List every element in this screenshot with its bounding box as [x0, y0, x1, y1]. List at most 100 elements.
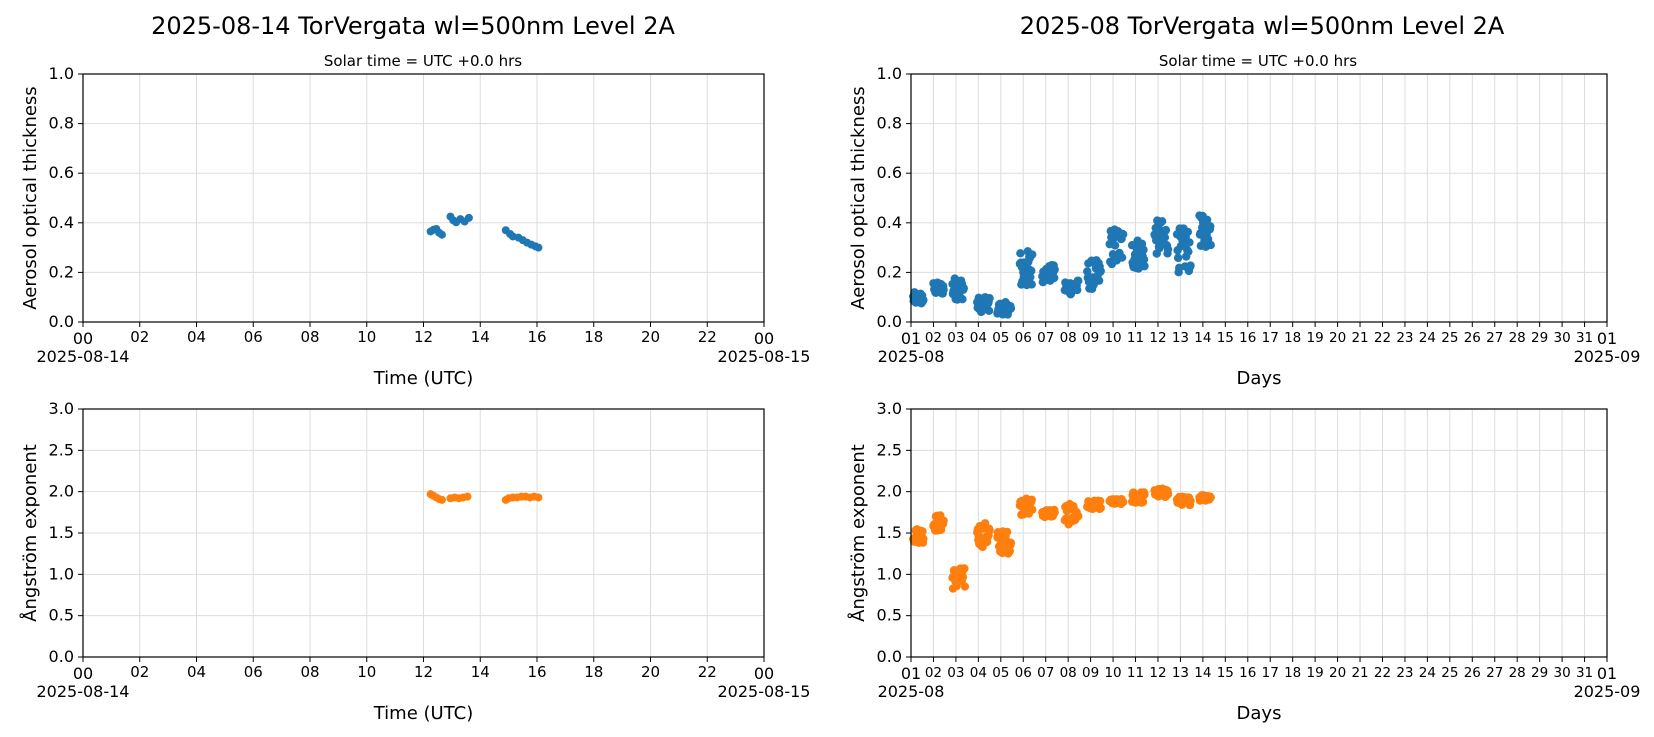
x-tick-label: 10 — [357, 663, 376, 681]
data-point — [437, 495, 446, 504]
data-cluster — [1127, 236, 1149, 273]
x-tick-label: 01 — [1597, 329, 1617, 348]
x-tick-label: 04 — [970, 665, 987, 681]
data-point — [1139, 255, 1149, 264]
data-point — [1049, 273, 1059, 283]
data-point — [1186, 496, 1195, 506]
y-tick-label: 0.0 — [877, 312, 902, 331]
data-point — [1160, 233, 1170, 242]
x-tick-label: 08 — [1060, 330, 1077, 346]
x-tick-label: 10 — [357, 328, 376, 346]
x-tick-label: 06 — [1015, 665, 1032, 681]
data-cluster — [993, 297, 1016, 319]
x-tick-label: 17 — [1262, 330, 1279, 346]
x-tick-label: 16 — [1239, 330, 1256, 346]
data-point — [1184, 247, 1193, 256]
x-tick-label: 18 — [1284, 330, 1301, 346]
data-point — [1155, 244, 1164, 253]
x-tick-label: 00 — [754, 664, 774, 683]
data-cluster — [973, 293, 994, 317]
x-tick-label: 16 — [527, 328, 546, 346]
x-tick-label: 09 — [1082, 665, 1099, 681]
x-tick-label: 08 — [300, 663, 319, 681]
data-point — [1074, 276, 1083, 286]
x-tick-label: 00 — [73, 664, 93, 683]
data-point — [1083, 267, 1092, 276]
y-tick-label: 0.0 — [49, 647, 74, 666]
x-date-end-label: 2025-08-15 — [718, 682, 811, 701]
data-point — [958, 573, 968, 582]
x-tick-label: 24 — [1419, 665, 1436, 681]
data-point — [437, 230, 446, 239]
x-tick-label: 09 — [1082, 330, 1099, 346]
x-tick-label: 22 — [1374, 330, 1391, 346]
data-point — [1157, 217, 1167, 226]
data-point — [1006, 538, 1016, 548]
data-point — [1072, 285, 1082, 295]
x-tick-label: 16 — [527, 663, 546, 681]
x-tick-label: 14 — [1194, 330, 1211, 346]
y-tick-label: 2.0 — [49, 482, 74, 501]
y-tick-label: 0.2 — [49, 262, 74, 281]
data-point — [534, 243, 543, 252]
x-tick-label: 06 — [1015, 330, 1032, 346]
data-cluster — [1015, 247, 1037, 290]
x-tick-label: 00 — [754, 329, 774, 348]
data-cluster — [1105, 495, 1128, 509]
data-point — [985, 293, 994, 303]
x-tick-label: 05 — [992, 330, 1009, 346]
data-point — [1118, 497, 1128, 507]
data-cluster — [909, 288, 928, 308]
right-figure-title: 2025-08 TorVergata wl=500nm Level 2A — [1020, 12, 1505, 40]
right-subtitle: Solar time = UTC +0.0 hrs — [1159, 52, 1357, 70]
data-cluster — [1105, 225, 1128, 269]
data-point — [1118, 230, 1128, 239]
data-cluster — [929, 511, 948, 535]
x-tick-label: 26 — [1464, 330, 1481, 346]
y-tick-label: 2.5 — [877, 440, 902, 459]
x-tick-label: 01 — [901, 329, 921, 348]
data-point — [1026, 272, 1035, 282]
data-point — [464, 213, 473, 222]
data-point — [1206, 222, 1215, 231]
y-axis-label: Ångström exponent — [19, 444, 41, 622]
y-tick-label: 2.5 — [49, 440, 74, 459]
x-date-start-label: 2025-08 — [878, 682, 945, 701]
x-tick-label: 06 — [244, 328, 263, 346]
data-point — [1028, 505, 1037, 514]
x-tick-label: 03 — [947, 665, 964, 681]
x-tick-label: 30 — [1554, 665, 1571, 681]
axes-frame — [910, 73, 1608, 323]
x-tick-label: 19 — [1307, 665, 1324, 681]
data-cluster — [948, 274, 968, 304]
y-tick-label: 1.5 — [49, 523, 74, 542]
y-tick-label: 0.0 — [49, 312, 74, 331]
x-date-end-label: 2025-09 — [1574, 347, 1641, 366]
data-cluster — [993, 527, 1016, 558]
data-point — [1002, 527, 1012, 537]
data-point — [960, 582, 970, 591]
x-tick-label: 20 — [641, 328, 660, 346]
x-tick-label: 01 — [1597, 664, 1617, 683]
x-tick-label: 07 — [1037, 665, 1054, 681]
data-cluster — [1150, 484, 1173, 501]
data-point — [1117, 253, 1127, 262]
data-point — [1016, 249, 1025, 258]
x-tick-label: 12 — [414, 328, 433, 346]
x-tick-label: 14 — [471, 328, 490, 346]
y-tick-label: 0.4 — [49, 213, 74, 232]
data-point — [919, 534, 928, 544]
x-tick-label: 20 — [1329, 330, 1346, 346]
x-tick-label: 19 — [1307, 330, 1324, 346]
y-tick-label: 0.5 — [877, 606, 902, 625]
x-tick-label: 12 — [414, 663, 433, 681]
x-date-start-label: 2025-08-14 — [37, 682, 130, 701]
data-point — [939, 516, 948, 525]
x-tick-label: 18 — [584, 663, 603, 681]
x-tick-label: 26 — [1464, 665, 1481, 681]
x-tick-label: 18 — [584, 328, 603, 346]
data-cluster — [1060, 499, 1083, 529]
data-point — [1206, 493, 1215, 502]
x-tick-label: 29 — [1531, 665, 1548, 681]
